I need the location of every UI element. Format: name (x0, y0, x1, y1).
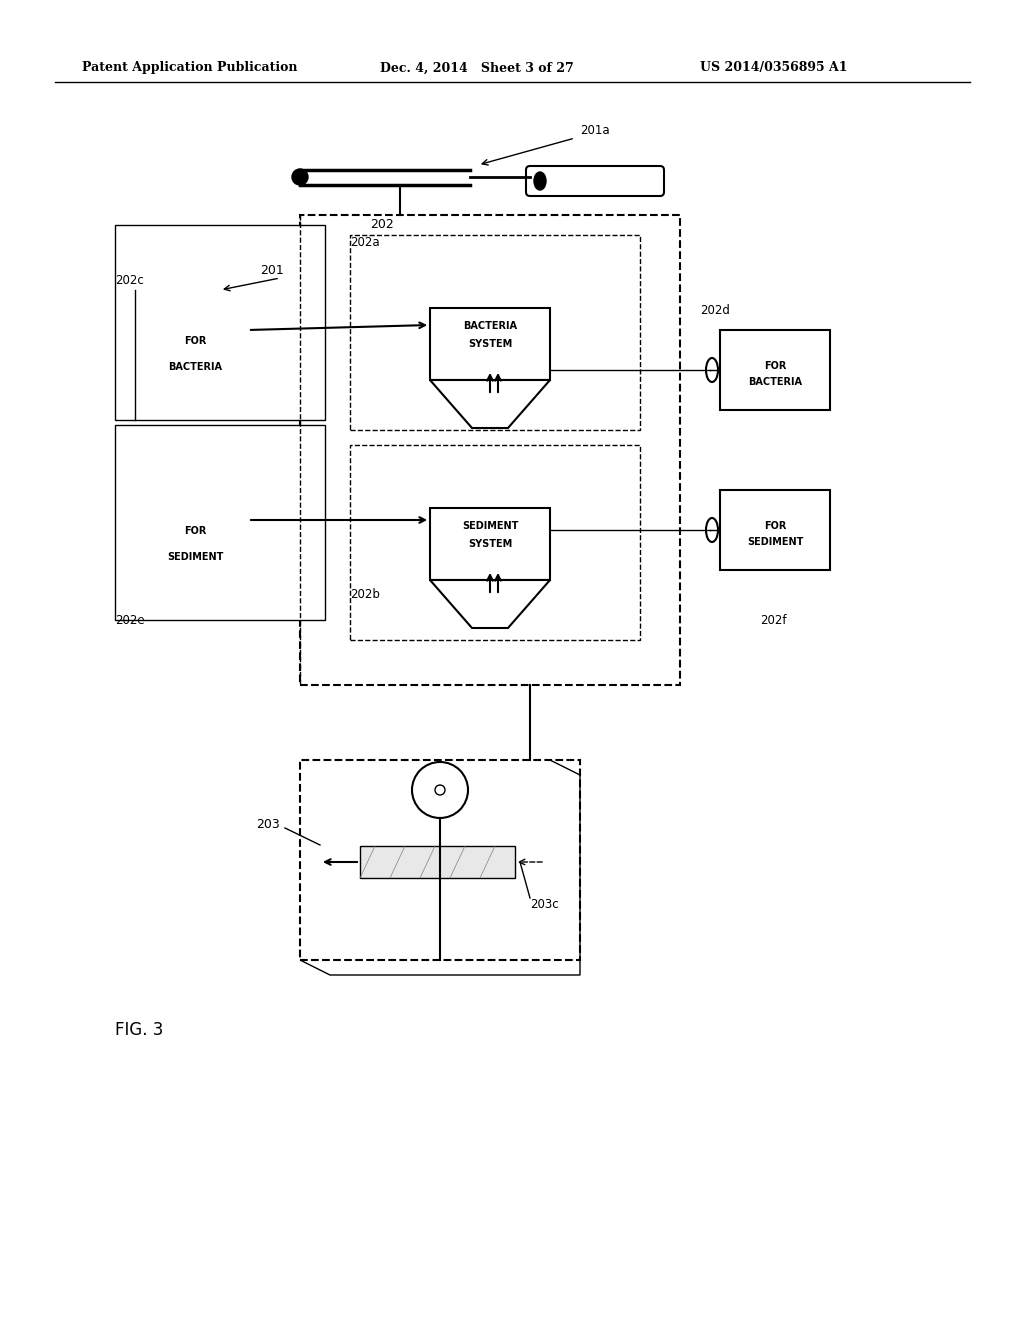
Text: 202f: 202f (760, 614, 786, 627)
Text: 203c: 203c (530, 899, 559, 912)
Text: SYSTEM: SYSTEM (468, 339, 512, 348)
FancyBboxPatch shape (526, 166, 664, 195)
Ellipse shape (706, 517, 718, 543)
Circle shape (435, 785, 445, 795)
Text: FOR: FOR (764, 521, 786, 531)
Text: 202b: 202b (350, 589, 380, 602)
Bar (145, 315, 245, 400)
Text: SYSTEM: SYSTEM (468, 539, 512, 549)
Text: Patent Application Publication: Patent Application Publication (82, 62, 298, 74)
Bar (145, 506, 245, 590)
Text: BACTERIA: BACTERIA (463, 321, 517, 331)
Ellipse shape (145, 583, 245, 597)
Bar (115, 224, 325, 420)
Bar (360, 846, 515, 878)
Ellipse shape (165, 289, 225, 302)
Ellipse shape (706, 358, 718, 381)
Circle shape (412, 762, 468, 818)
Polygon shape (430, 579, 550, 628)
Bar (300, 215, 680, 685)
Text: FIG. 3: FIG. 3 (115, 1020, 164, 1039)
Text: 202a: 202a (350, 235, 380, 248)
Bar (185, 296, 205, 315)
Polygon shape (430, 380, 550, 428)
Text: 202d: 202d (700, 304, 730, 317)
Text: FOR: FOR (764, 360, 786, 371)
Text: SEDIMENT: SEDIMENT (167, 553, 223, 562)
Text: SEDIMENT: SEDIMENT (462, 521, 518, 531)
Bar (300, 760, 580, 960)
Ellipse shape (165, 479, 225, 492)
Bar (430, 308, 550, 380)
Bar (115, 425, 325, 620)
Text: Dec. 4, 2014   Sheet 3 of 27: Dec. 4, 2014 Sheet 3 of 27 (380, 62, 573, 74)
Text: BACTERIA: BACTERIA (168, 363, 222, 372)
Bar (350, 235, 640, 430)
Text: 202e: 202e (115, 614, 144, 627)
Bar (430, 508, 550, 579)
Text: US 2014/0356895 A1: US 2014/0356895 A1 (700, 62, 848, 74)
Text: 202: 202 (370, 219, 394, 231)
Text: FOR: FOR (184, 527, 206, 536)
Text: 201a: 201a (580, 124, 609, 136)
Bar (350, 445, 640, 640)
Text: 203: 203 (256, 818, 280, 832)
Text: 201: 201 (260, 264, 284, 276)
Text: 202c: 202c (115, 273, 143, 286)
Text: SEDIMENT: SEDIMENT (746, 537, 803, 546)
Ellipse shape (534, 172, 546, 190)
Bar (185, 486, 205, 506)
Ellipse shape (145, 393, 245, 407)
Text: FOR: FOR (184, 337, 206, 346)
Text: BACTERIA: BACTERIA (748, 378, 802, 387)
Circle shape (292, 169, 308, 185)
Bar (720, 490, 830, 570)
Bar (720, 330, 830, 411)
